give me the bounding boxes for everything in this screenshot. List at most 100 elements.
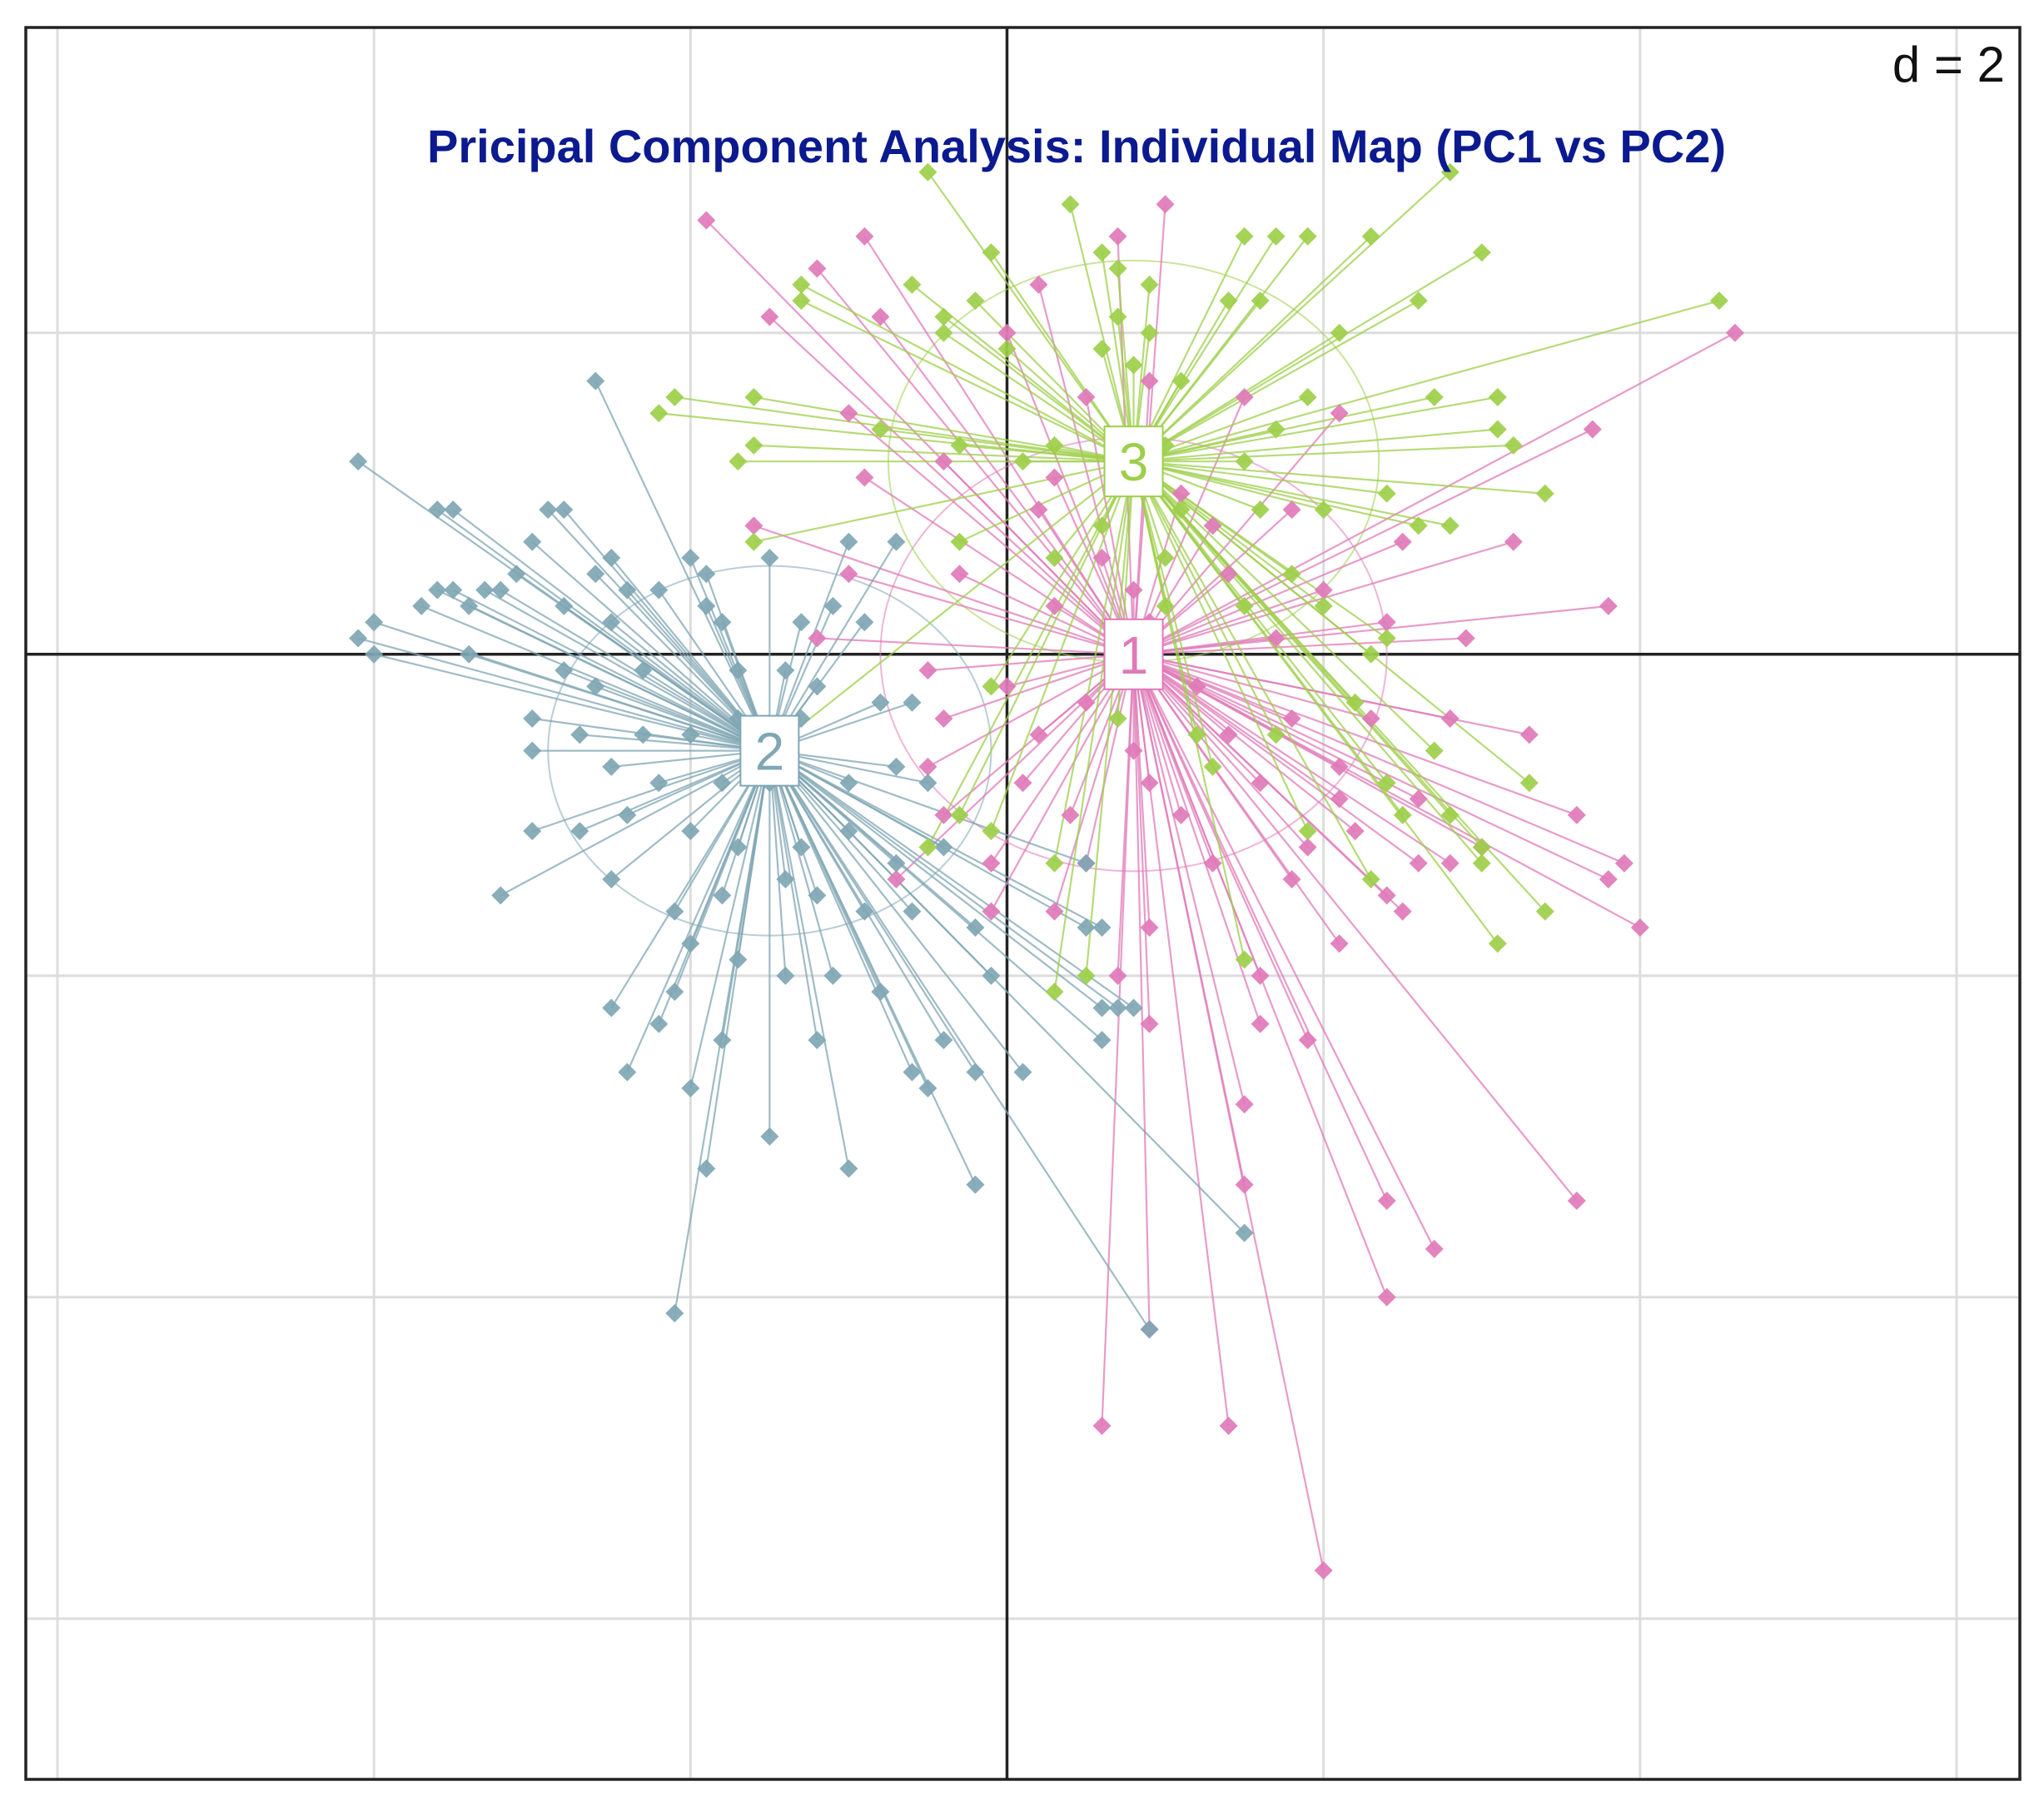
cluster-2-point xyxy=(665,902,684,921)
cluster-2-point xyxy=(903,902,922,921)
cluster-3-spoke xyxy=(1133,444,1514,463)
cluster-2-point xyxy=(681,822,700,841)
cluster-2-point xyxy=(649,774,669,793)
cluster-3-point xyxy=(1266,226,1286,246)
cluster-3-point xyxy=(918,162,937,182)
cluster-2-point xyxy=(887,532,906,551)
cluster-2-point xyxy=(1092,918,1112,937)
cluster-3-point xyxy=(1519,774,1539,793)
grid-layer xyxy=(26,27,2020,1779)
cluster-2-point xyxy=(760,1127,779,1146)
cluster-3-point xyxy=(1535,902,1554,921)
cluster-1-spoke xyxy=(863,476,1135,655)
cluster-2-spoke xyxy=(768,749,1024,1073)
cluster-2-point xyxy=(1092,1031,1112,1050)
cluster-2-point xyxy=(887,853,906,873)
cluster-1-spoke xyxy=(1101,654,1135,1426)
cluster-1-spoke xyxy=(1132,654,1246,1105)
chart-title: Pricipal Component Analysis: Individual … xyxy=(427,120,1726,172)
cluster-1-spoke xyxy=(1133,653,1371,720)
cluster-2-point xyxy=(729,661,748,680)
cluster-1-point xyxy=(1282,870,1301,889)
cluster-2-point xyxy=(982,966,1001,985)
cluster-1-point xyxy=(855,468,874,487)
cluster-1-point xyxy=(997,677,1017,696)
cluster-3-point xyxy=(1108,307,1127,326)
cluster-3-point xyxy=(1488,420,1507,439)
cluster-3-point xyxy=(1203,757,1222,776)
cluster-1-spoke xyxy=(927,653,1135,768)
cluster-1-point xyxy=(1251,966,1270,985)
cluster-1-point xyxy=(808,259,827,278)
cluster-1-point xyxy=(1725,323,1744,342)
cluster-1-point xyxy=(1029,275,1048,294)
cluster-1-point xyxy=(1251,1014,1270,1033)
cluster-1-spoke xyxy=(1133,653,1578,816)
cluster-1-point xyxy=(918,661,937,680)
cluster-2-spoke xyxy=(768,750,929,1089)
cluster-1-point xyxy=(839,565,858,584)
cluster-1-spoke xyxy=(943,653,1134,720)
cluster-2-point xyxy=(1108,998,1127,1017)
cluster-1-point xyxy=(1440,853,1460,873)
cluster-1-spoke xyxy=(817,637,1134,655)
cluster-1-point xyxy=(1298,838,1317,857)
cluster-2-point xyxy=(618,580,637,600)
cluster-3-point xyxy=(1251,500,1270,520)
cluster-2-spoke xyxy=(768,750,913,1073)
cluster-1-point xyxy=(1409,853,1428,873)
cluster-3-point xyxy=(1171,371,1191,391)
cluster-1-point xyxy=(1092,548,1112,567)
cluster-1-point xyxy=(1330,404,1349,423)
cluster-3-spoke xyxy=(1132,460,1214,768)
cluster-2-point xyxy=(491,886,510,905)
cluster-1-point xyxy=(1077,387,1096,406)
cluster-3-point xyxy=(950,435,969,455)
cluster-1-label: 1 xyxy=(1119,625,1149,685)
cluster-1-point xyxy=(982,853,1001,873)
cluster-2-point xyxy=(966,918,985,937)
cluster-2-label: 2 xyxy=(755,722,785,782)
cluster-2-spoke xyxy=(468,653,770,752)
cluster-2-point xyxy=(918,774,937,793)
cluster-2-point xyxy=(934,838,953,857)
cluster-2-point xyxy=(713,1031,732,1050)
cluster-2-point xyxy=(491,580,510,600)
cluster-1-point xyxy=(1298,1031,1317,1050)
cluster-2-spoke xyxy=(768,749,1119,1009)
cluster-2-point xyxy=(918,1078,937,1097)
cluster-1-spoke xyxy=(768,316,1135,655)
cluster-1-point xyxy=(1393,902,1412,921)
cluster-2-spoke xyxy=(357,637,770,752)
cluster-1-point xyxy=(934,805,953,824)
cluster-3-point xyxy=(1266,420,1286,439)
cluster-1-point xyxy=(1251,774,1270,793)
cluster-1-point xyxy=(1140,774,1159,793)
cluster-2-spoke xyxy=(579,734,770,752)
cluster-2-point xyxy=(760,548,779,567)
cluster-2-point xyxy=(460,596,479,615)
cluster-3-point xyxy=(1108,259,1127,278)
cluster-2-point xyxy=(523,741,542,760)
cluster-3-spoke xyxy=(1132,460,1309,832)
cluster-2-point xyxy=(1013,1062,1032,1082)
cluster-1-point xyxy=(697,211,716,230)
cluster-1-point xyxy=(1266,629,1286,648)
cluster-2-point xyxy=(1077,853,1096,873)
cluster-1-spoke xyxy=(1133,653,1625,864)
cluster-2-point xyxy=(349,629,368,648)
cluster-2-point xyxy=(555,661,574,680)
cluster-3-spoke xyxy=(1069,204,1135,462)
cluster-2-point xyxy=(523,709,542,729)
cluster-2-point xyxy=(776,661,795,680)
cluster-1-point xyxy=(1029,500,1048,520)
cluster-1-point xyxy=(982,902,1001,921)
cluster-3-spoke xyxy=(1133,396,1498,463)
cluster-3-point xyxy=(1472,853,1491,873)
cluster-3-point xyxy=(1345,693,1365,712)
cluster-2-point xyxy=(855,902,874,921)
cluster-3-point xyxy=(1156,596,1175,615)
cluster-3-spoke xyxy=(1132,460,1388,784)
cluster-3-point xyxy=(1314,500,1333,520)
cluster-1-point xyxy=(808,629,827,648)
